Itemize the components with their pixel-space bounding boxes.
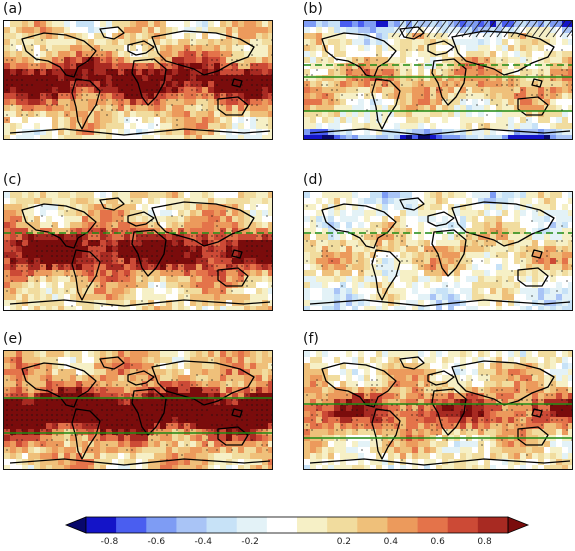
map-panel: (d) [303,171,573,311]
panel-label: (b) [303,1,323,17]
colorbar-tick-label: -0.4 [194,537,212,547]
map-panel: (e) [3,330,273,470]
map-field [4,21,272,139]
colorbar-segment [387,517,418,533]
colorbar-segment [357,517,388,533]
colorbar: -0.8 -0.6 -0.4 -0.2 0.2 0.4 0.6 0.8 [64,516,530,547]
colorbar-segment [266,517,298,533]
panel-label: (c) [3,172,22,188]
colorbar-tick-label: 0.8 [477,537,492,547]
colorbar-segment [206,517,238,533]
map-plate [303,191,573,311]
map-plate [3,191,273,311]
colorbar-tick-label: -0.6 [148,537,166,547]
map-panel: (f) [303,330,573,470]
colorbar-tick-label: 0.6 [431,537,446,547]
coastlines [9,356,271,466]
stippling [6,39,272,131]
map-plate [303,20,573,140]
map-panel: (c) [3,171,273,311]
colorbar-extend-low [64,516,87,534]
coastlines [309,26,571,136]
colorbar-segment [477,517,509,533]
map-panel: (a) [3,0,273,140]
colorbar-tick-label: -0.2 [241,537,259,547]
colorbar-segment [327,517,358,533]
colorbar-segment [236,517,268,533]
panel-label: (e) [3,331,23,347]
panel-label: (d) [303,172,323,188]
coastlines [9,197,271,307]
map-plate [3,20,273,140]
colorbar-segment [146,517,177,533]
colorbar-tick-label: -0.8 [101,537,119,547]
hatching [391,21,572,38]
colorbar-tick-label: 0.2 [337,537,351,547]
colorbar-segment [297,517,328,533]
panel-label: (a) [3,1,23,17]
colorbar-frame [85,516,509,534]
coastlines [309,356,571,466]
map-field [304,351,572,469]
coastlines [9,26,271,136]
colorbar-segment [417,517,449,533]
coastlines [309,197,571,307]
colorbar-extend-high [507,516,530,534]
colorbar-segment [86,517,117,533]
map-field [304,192,572,310]
map-plate [3,350,273,470]
map-field [304,21,572,139]
map-field [4,351,272,469]
map-panel: (b) [303,0,573,140]
panel-label: (f) [303,331,319,347]
colorbar-segment [447,517,479,533]
map-field [4,192,272,310]
colorbar-tick-label: 0.4 [384,537,399,547]
stippling [6,200,272,307]
colorbar-segment [116,517,147,533]
colorbar-segment [176,517,207,533]
map-plate [303,350,573,470]
